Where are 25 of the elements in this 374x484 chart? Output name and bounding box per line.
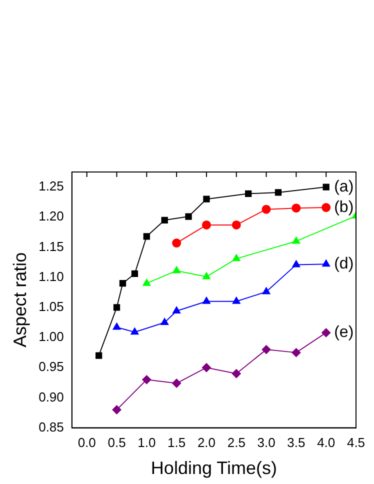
y-tick-label: 1.10	[38, 268, 64, 284]
x-tick-label: 3.0	[257, 435, 276, 450]
y-tick-label: 1.20	[38, 208, 64, 224]
x-tick-label: 2.5	[227, 435, 246, 450]
series-label: (e)	[334, 324, 354, 342]
x-tick-label: 0.0	[78, 435, 96, 450]
x-tick-label: 4.5	[346, 435, 366, 450]
y-tick-label: 0.90	[38, 389, 64, 404]
x-axis-title: Holding Time(s)	[150, 458, 277, 478]
y-tick-label: 0.85	[38, 419, 64, 434]
y-tick-label: 0.95	[38, 359, 64, 374]
series-label: (b)	[334, 198, 354, 216]
y-tick-label: 1.25	[38, 178, 64, 194]
x-tick-label: 3.5	[287, 435, 306, 450]
y-tick-label: 1.00	[38, 329, 64, 344]
x-tick-label: 4.0	[317, 435, 336, 450]
legend-label: (a)	[334, 178, 354, 196]
series-label: (d)	[334, 255, 354, 272]
x-tick-label: 1.5	[168, 435, 186, 450]
x-tick-label: 1.0	[138, 435, 156, 450]
y-axis-title: Aspect ratio	[10, 252, 30, 348]
x-tick-label: 2.0	[197, 435, 216, 450]
x-tick-label: 0.5	[108, 435, 126, 450]
y-tick-label: 1.05	[38, 299, 64, 314]
y-tick-label: 1.15	[38, 238, 64, 254]
